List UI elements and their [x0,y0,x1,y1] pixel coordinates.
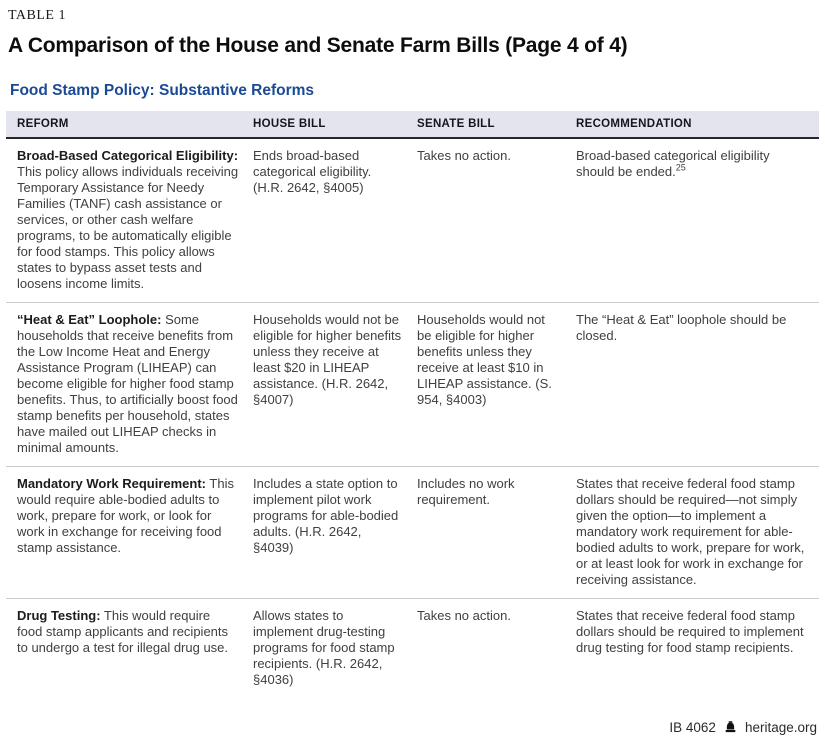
page-footer: IB 4062 heritage.org [669,720,817,735]
house-bill-cell: Includes a state option to implement pil… [253,466,417,599]
reform-term: Mandatory Work Requirement: [17,476,207,491]
column-header-reform: REFORM [6,111,253,139]
column-header-senate-bill: SENATE BILL [417,111,576,139]
senate-bill-cell: Takes no action. [417,138,576,303]
heritage-liberty-bell-icon [723,720,738,735]
senate-bill-cell: Households would not be eligible for hig… [417,302,576,467]
page-title: A Comparison of the House and Senate Far… [8,34,628,57]
senate-bill-cell: Takes no action. [417,608,511,623]
recommendation-text: The “Heat & Eat” loophole should be clos… [576,312,787,343]
reform-cell: Mandatory Work Requirement: This would r… [6,466,253,599]
table-label: TABLE 1 [8,8,66,23]
recommendation-text: States that receive federal food stamp d… [576,476,805,587]
reform-cell: Broad-Based Categorical Eligibility: Thi… [6,138,253,303]
recommendation-text: Broad-based categorical eligibility shou… [576,148,770,179]
column-header-house-bill: HOUSE BILL [253,111,417,139]
reform-description: This would require food stamp applicants… [17,608,229,655]
section-subtitle: Food Stamp Policy: Substantive Reforms [10,82,315,99]
reform-term: Broad-Based Categorical Eligibility: [17,148,239,163]
reform-description: Some households that receive benefits fr… [17,312,238,455]
recommendation-cell: States that receive federal food stamp d… [576,599,819,699]
senate-bill-cell: Includes no work requirement. [417,466,576,599]
recommendation-cell: Broad-based categorical eligibility shou… [576,138,819,303]
reform-term: Drug Testing: [17,608,101,623]
recommendation-cell: The “Heat & Eat” loophole should be clos… [576,302,819,467]
reform-description: This would require able-bodied adults to… [17,476,234,555]
recommendation-text: States that receive federal food stamp d… [576,608,804,655]
house-bill-cell: Allows states to implement drug-testing … [253,608,395,687]
table-header-row: REFORM HOUSE BILL SENATE BILL RECOMMENDA… [6,111,819,139]
column-header-recommendation: RECOMMENDATION [576,111,819,139]
site-link[interactable]: heritage.org [744,720,817,735]
table-row-mandatory-work-requirement: Mandatory Work Requirement: This would r… [6,466,819,599]
house-bill-cell: Ends broad-based categorical eligibility… [253,138,417,303]
reform-term: “Heat & Eat” Loophole: [17,312,162,327]
recommendation-cell: States that receive federal food stamp d… [576,466,819,599]
document-id: IB 4062 [669,720,716,735]
footnote-marker: 25 [675,162,686,173]
reform-description: This policy allows individuals receiving… [17,164,239,291]
table-row-heat-and-eat-loophole: “Heat & Eat” Loophole: Some households t… [6,302,819,467]
table-row-broad-based-categorical-eligibility: Broad-Based Categorical Eligibility: Thi… [6,138,819,303]
house-bill-cell: Households would not be eligible for hig… [253,302,417,467]
table-row-drug-testing: Drug Testing: This would require food st… [6,599,819,699]
comparison-table: REFORM HOUSE BILL SENATE BILL RECOMMENDA… [6,111,819,698]
reform-cell: Drug Testing: This would require food st… [6,599,253,699]
reform-cell: “Heat & Eat” Loophole: Some households t… [6,302,253,467]
